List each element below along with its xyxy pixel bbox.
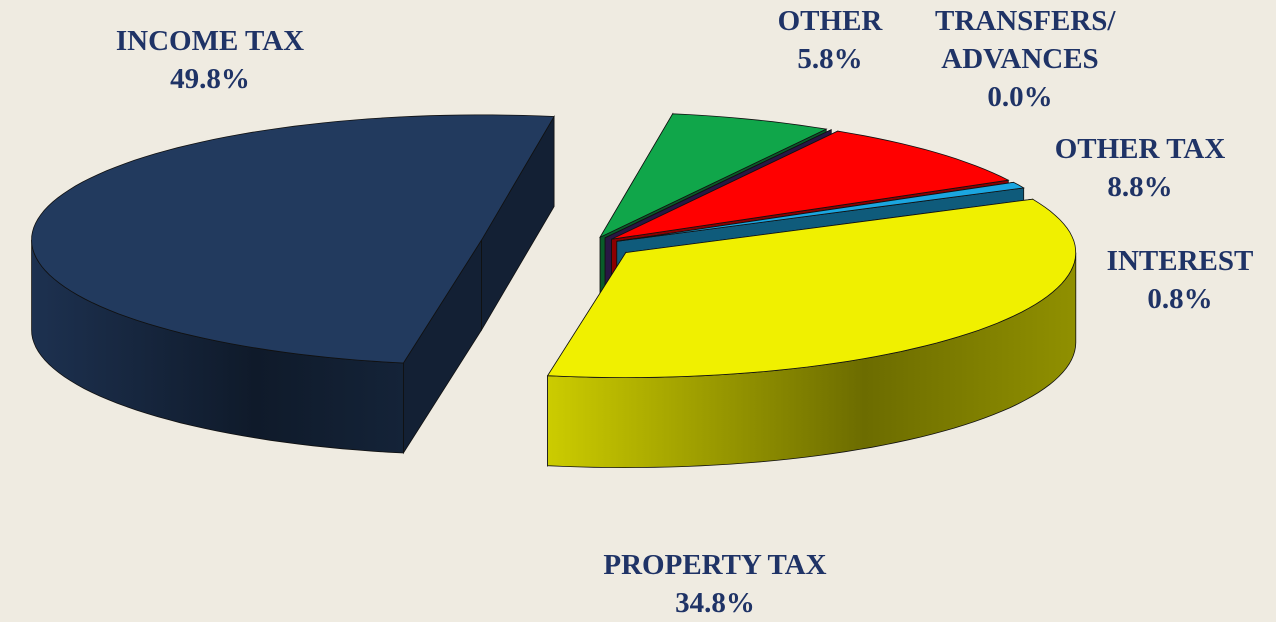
slice-label: OTHER TAX 8.8% [1020, 130, 1260, 206]
slice [546, 198, 1077, 469]
value-label: 49.8% [170, 63, 250, 95]
slice-label: OTHER 5.8% [750, 2, 910, 78]
category-label: TRANSFERS/ ADVANCES [935, 5, 1116, 75]
value-label: 0.0% [987, 81, 1053, 113]
slice [31, 114, 555, 455]
slice-top [599, 113, 828, 239]
value-label: 8.8% [1107, 171, 1173, 203]
category-label: OTHER TAX [1054, 133, 1226, 165]
category-label: OTHER [777, 5, 883, 37]
slice-label: INTEREST 0.8% [1080, 242, 1276, 318]
slice-top [31, 114, 555, 364]
value-label: 5.8% [797, 43, 863, 75]
slice-top [616, 181, 1025, 242]
slice-label: TRANSFERS/ ADVANCES 0.0% [925, 2, 1116, 116]
slice-top [546, 198, 1077, 379]
category-label: INTEREST [1106, 245, 1254, 277]
slice-top [611, 130, 1010, 240]
slice-label: INCOME TAX 49.8% [80, 22, 340, 98]
slice-top [604, 129, 832, 239]
value-label: 0.8% [1147, 283, 1213, 315]
category-label: PROPERTY TAX [603, 549, 827, 581]
category-label: INCOME TAX [115, 25, 305, 57]
value-label: 34.8% [675, 587, 755, 619]
slice-label: PROPERTY TAX 34.8% [565, 546, 865, 622]
